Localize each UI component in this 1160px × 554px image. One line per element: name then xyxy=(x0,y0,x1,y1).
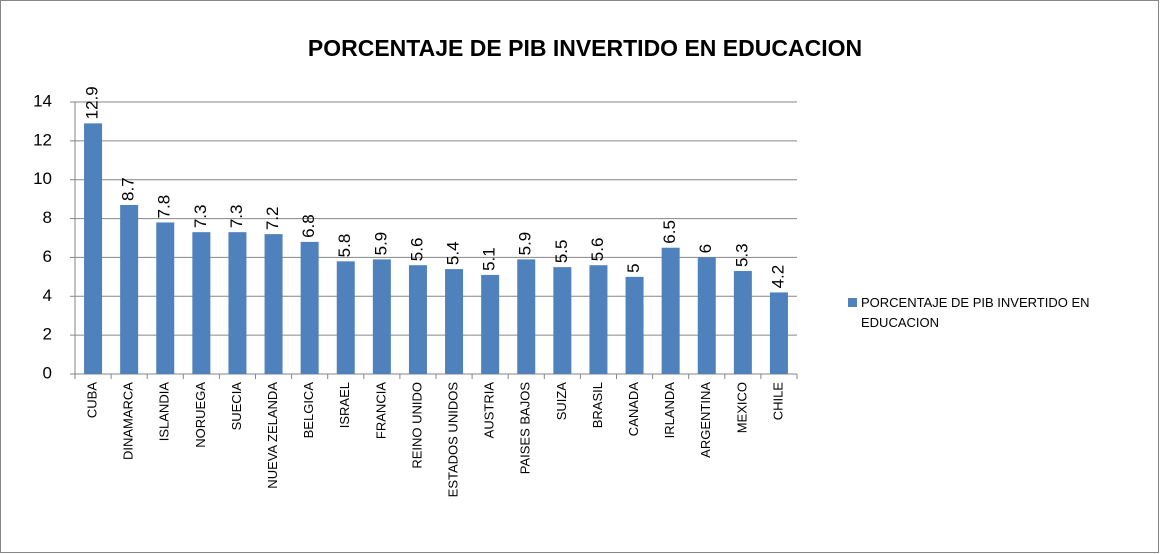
bar xyxy=(697,257,716,374)
data-label: 5.9 xyxy=(516,232,535,256)
x-tick-label: NUEVA ZELANDA xyxy=(265,382,280,489)
y-tick-label: 8 xyxy=(43,208,52,227)
data-label: 7.3 xyxy=(191,205,210,229)
data-label: 5.9 xyxy=(371,232,390,256)
data-label: 12.9 xyxy=(83,86,102,119)
bar xyxy=(228,232,247,374)
data-label: 5.5 xyxy=(552,240,571,264)
x-tick-label: PAISES BAJOS xyxy=(518,382,533,475)
bar xyxy=(625,276,644,374)
y-tick-label: 4 xyxy=(43,286,52,305)
bar xyxy=(733,271,752,374)
x-tick-label: DINAMARCA xyxy=(121,382,136,460)
data-label: 5.1 xyxy=(480,247,499,271)
bar xyxy=(336,261,355,374)
x-tick-label: ESTADOS UNIDOS xyxy=(445,382,460,498)
x-tick-label: NORUEGA xyxy=(193,382,208,448)
y-tick-label: 12 xyxy=(33,130,52,149)
x-tick-label: ISRAEL xyxy=(337,382,352,428)
x-tick-label: CUBA xyxy=(84,382,99,418)
legend-label: PORCENTAJE DE PIB INVERTIDO EN EDUCACION xyxy=(861,295,1090,330)
y-tick-label: 6 xyxy=(43,247,52,266)
bar xyxy=(120,204,139,374)
x-tick-label: AUSTRIA xyxy=(482,382,497,439)
x-tick-label: CHILE xyxy=(770,382,785,421)
x-tick-label: FRANCIA xyxy=(373,382,388,439)
x-tick-label: CANADA xyxy=(626,382,641,437)
data-label: 6 xyxy=(696,244,715,253)
data-label: 5.4 xyxy=(444,241,463,265)
chart-title: PORCENTAJE DE PIB INVERTIDO EN EDUCACION xyxy=(308,35,862,61)
bar xyxy=(408,265,427,374)
bar xyxy=(769,292,788,374)
y-tick-label: 14 xyxy=(33,91,52,110)
bar xyxy=(661,247,680,374)
data-label: 5 xyxy=(624,263,643,272)
x-tick-label: ARGENTINA xyxy=(698,382,713,458)
legend: PORCENTAJE DE PIB INVERTIDO EN EDUCACION xyxy=(848,293,1101,333)
data-label: 7.3 xyxy=(227,205,246,229)
y-tick-label: 10 xyxy=(33,169,52,188)
data-label: 5.6 xyxy=(407,238,426,262)
data-label: 6.5 xyxy=(660,220,679,244)
y-tick-label: 0 xyxy=(43,363,52,382)
data-label: 6.8 xyxy=(299,214,318,238)
bar xyxy=(589,265,608,374)
x-tick-label: MEXICO xyxy=(734,382,749,433)
legend-swatch xyxy=(848,298,857,307)
x-tick-label: ISLANDIA xyxy=(157,382,172,442)
y-tick-label: 2 xyxy=(43,325,52,344)
x-tick-label: BELGICA xyxy=(301,382,316,439)
bar xyxy=(553,267,572,374)
data-label: 4.2 xyxy=(768,265,787,289)
x-tick-label: SUECIA xyxy=(229,382,244,431)
data-label: 5.8 xyxy=(335,234,354,258)
data-label: 7.8 xyxy=(155,195,174,219)
x-tick-label: IRLANDA xyxy=(662,382,677,439)
bar xyxy=(300,241,319,374)
data-label: 5.3 xyxy=(732,243,751,267)
data-label: 8.7 xyxy=(119,177,138,201)
bar xyxy=(517,259,536,374)
bar xyxy=(192,232,211,374)
x-tick-label: BRASIL xyxy=(590,382,605,428)
x-tick-label: SUIZA xyxy=(554,382,569,421)
bar xyxy=(156,222,175,374)
bar xyxy=(264,234,283,374)
data-label: 7.2 xyxy=(263,206,282,230)
bar xyxy=(372,259,391,374)
bar xyxy=(481,274,500,374)
data-label: 5.6 xyxy=(588,238,607,262)
x-tick-label: REINO UNIDO xyxy=(409,382,424,469)
bar xyxy=(445,269,464,374)
bar xyxy=(84,123,103,374)
